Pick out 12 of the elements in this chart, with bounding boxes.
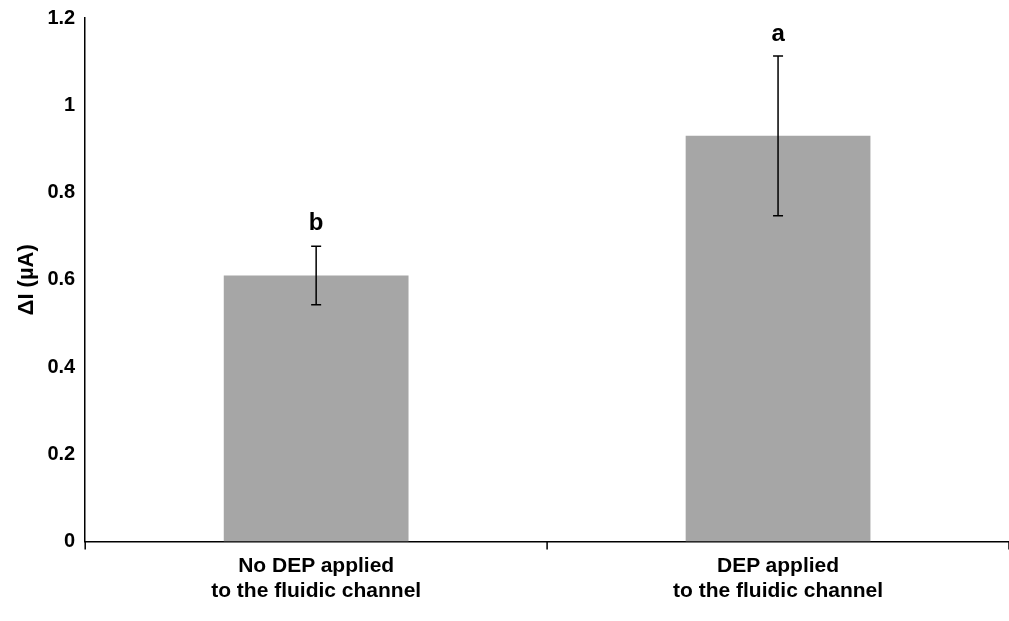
y-tick-label: 1 — [64, 92, 76, 115]
annotation: a — [771, 18, 786, 46]
y-tick-label: 0.2 — [47, 441, 76, 464]
y-tick-label: 1.2 — [47, 5, 76, 28]
y-tick-label: 0.4 — [47, 354, 77, 377]
x-tick-label: No DEP applied to the fluidic channel — [211, 553, 422, 602]
x-tick-label: DEP applied to the fluidic channel — [673, 553, 884, 602]
y-tick-label: 0.8 — [47, 180, 76, 203]
y-axis-title: ΔI (µA) — [13, 244, 39, 316]
annotation: b — [308, 208, 324, 236]
y-tick-label: 0.6 — [47, 267, 76, 290]
y-tick-label: 0 — [64, 529, 76, 552]
